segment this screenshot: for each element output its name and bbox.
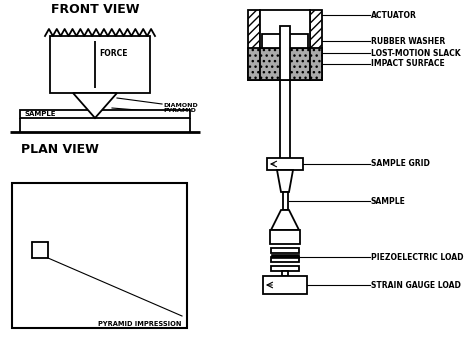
Bar	[260, 48, 310, 80]
Bar	[32, 242, 48, 258]
Bar	[271, 254, 299, 258]
Bar	[263, 276, 307, 294]
Bar	[12, 183, 187, 328]
Polygon shape	[73, 93, 117, 118]
Text: IMPACT SURFACE: IMPACT SURFACE	[371, 60, 445, 69]
Text: LOST-MOTION SLACK: LOST-MOTION SLACK	[371, 48, 461, 57]
Bar	[280, 80, 290, 166]
Bar	[260, 10, 310, 80]
Bar	[50, 36, 150, 93]
Text: PIEZOELECTRIC LOAD: PIEZOELECTRIC LOAD	[371, 253, 464, 261]
Bar	[282, 271, 288, 276]
Text: FRONT VIEW: FRONT VIEW	[51, 3, 139, 16]
Text: ACTUATOR: ACTUATOR	[371, 10, 417, 19]
Bar	[248, 48, 260, 80]
Bar	[20, 110, 190, 118]
Text: PYRAMID IMPRESSION: PYRAMID IMPRESSION	[99, 321, 182, 327]
Text: STRAIN GAUGE LOAD: STRAIN GAUGE LOAD	[371, 280, 461, 290]
Text: SAMPLE GRID: SAMPLE GRID	[371, 159, 430, 168]
Bar	[310, 48, 322, 80]
Text: SAMPLE: SAMPLE	[371, 197, 406, 206]
Bar	[283, 192, 288, 210]
Text: FORCE: FORCE	[99, 49, 128, 58]
Bar	[271, 248, 299, 253]
Bar	[310, 10, 322, 80]
Bar	[267, 158, 303, 170]
Bar	[271, 257, 299, 262]
Bar	[270, 230, 300, 244]
Text: DIAMOND
PYRAMID: DIAMOND PYRAMID	[163, 103, 198, 113]
Text: SAMPLE: SAMPLE	[25, 111, 56, 117]
Text: RUBBER WASHER: RUBBER WASHER	[371, 37, 445, 46]
Bar	[248, 10, 260, 80]
Bar	[271, 266, 299, 271]
Bar	[280, 26, 290, 80]
Text: PLAN VIEW: PLAN VIEW	[21, 143, 99, 156]
Polygon shape	[271, 210, 299, 230]
Bar	[262, 34, 308, 48]
Polygon shape	[277, 170, 293, 192]
